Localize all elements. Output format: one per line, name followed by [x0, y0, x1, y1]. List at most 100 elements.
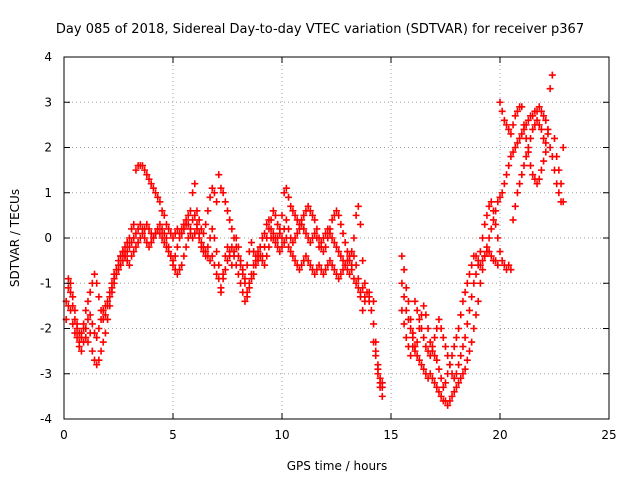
data-point-series-2 [463, 279, 471, 287]
data-point-series-2 [544, 125, 552, 133]
data-point-series-1 [147, 180, 155, 188]
data-point-series-3 [463, 320, 471, 328]
data-point-series-2 [304, 257, 312, 265]
data-point-series-3 [141, 234, 149, 242]
data-point-series-2 [247, 275, 255, 283]
data-point-series-3 [337, 252, 345, 260]
data-point-series-1 [479, 266, 487, 274]
data-point-series-3 [243, 261, 251, 269]
data-point-series-3 [285, 225, 293, 233]
data-point-series-1 [415, 356, 423, 364]
data-point-series-3 [474, 261, 482, 269]
data-point-series-1 [437, 392, 445, 400]
data-point-series-3 [365, 288, 373, 296]
tick-labels: 0 5 10 15 20 25 -4 -3 -2 -1 0 1 2 3 4 [40, 50, 617, 442]
data-point-series-3 [402, 334, 410, 342]
data-point-series-1 [311, 216, 319, 224]
data-point-series-3 [442, 343, 449, 351]
data-point-series-1 [518, 130, 526, 138]
data-point-series-3 [520, 162, 528, 170]
data-point-series-1 [511, 144, 519, 151]
data-point-series-2 [535, 175, 543, 183]
data-point-series-1 [555, 189, 563, 197]
y-tick-label: 1 [44, 186, 52, 200]
data-point-series-3 [136, 220, 144, 228]
data-point-series-1 [195, 216, 203, 224]
data-point-series-3 [234, 243, 242, 251]
data-point-series-3 [324, 225, 332, 233]
y-tick-label: 2 [44, 141, 52, 155]
data-point-series-3 [265, 216, 273, 224]
data-point-series-2 [553, 153, 561, 161]
data-point-series-3 [289, 239, 297, 247]
data-point-series-3 [130, 234, 138, 242]
data-point-series-3 [252, 257, 260, 265]
data-point-series-2 [250, 270, 258, 278]
data-point-series-2 [237, 279, 245, 287]
data-point-series-1 [93, 361, 101, 369]
data-point-series-1 [468, 338, 476, 346]
data-point-series-1 [494, 198, 502, 206]
data-point-series-3 [415, 315, 423, 323]
data-point-series-2 [465, 270, 473, 278]
data-point-series-2 [328, 261, 336, 269]
data-point-series-2 [265, 243, 273, 251]
data-point-series-3 [176, 234, 184, 242]
data-point-series-3 [542, 148, 550, 156]
data-point-series-2 [398, 279, 406, 287]
data-point-series-2 [424, 325, 432, 332]
data-point-series-1 [485, 234, 493, 242]
data-point-series-3 [479, 234, 487, 242]
data-point-series-3 [476, 248, 484, 256]
data-point-series-3 [112, 270, 120, 278]
data-point-series-1 [431, 379, 439, 387]
data-point-series-1 [152, 189, 160, 197]
data-point-series-3 [160, 239, 168, 247]
axis-ticks [63, 56, 610, 420]
data-point-series-3 [422, 343, 430, 351]
data-point-series-2 [559, 144, 567, 151]
data-point-series-2 [461, 288, 469, 296]
data-point-series-1 [546, 144, 554, 151]
y-tick-label: 4 [44, 50, 52, 64]
data-point-series-2 [370, 297, 378, 305]
data-point-series-1 [226, 216, 234, 224]
data-point-series-3 [99, 315, 107, 323]
data-point-series-2 [245, 284, 253, 292]
data-point-series-3 [446, 361, 454, 369]
data-point-series-3 [276, 229, 284, 237]
data-point-series-3 [97, 306, 105, 314]
data-points [62, 71, 567, 409]
data-point-series-3 [507, 266, 515, 274]
data-point-series-2 [311, 270, 319, 278]
data-point-series-2 [542, 139, 550, 147]
data-point-series-1 [67, 288, 75, 296]
y-tick-label: 0 [44, 231, 52, 245]
data-point-series-1 [228, 225, 236, 233]
data-point-series-1 [82, 334, 90, 342]
data-point-series-1 [457, 374, 465, 382]
data-point-series-2 [505, 125, 513, 133]
data-point-series-2 [487, 252, 495, 260]
data-point-series-3 [178, 225, 186, 233]
data-point-series-1 [149, 184, 157, 192]
x-tick-label: 15 [383, 428, 398, 442]
data-point-series-1 [306, 207, 314, 215]
data-point-series-2 [173, 270, 181, 278]
data-point-series-2 [494, 261, 502, 269]
data-point-series-3 [509, 216, 517, 224]
data-point-series-3 [119, 257, 127, 265]
data-point-series-3 [461, 334, 469, 342]
data-point-series-1 [208, 184, 216, 192]
data-point-series-1 [461, 365, 469, 373]
data-point-series-3 [84, 297, 92, 305]
data-point-series-1 [498, 189, 506, 197]
data-point-series-2 [409, 334, 417, 342]
data-point-series-3 [224, 243, 231, 251]
data-point-series-1 [537, 107, 545, 115]
data-point-series-3 [80, 338, 88, 346]
data-point-series-1 [513, 139, 521, 147]
data-point-series-3 [505, 261, 513, 269]
data-point-series-2 [224, 257, 231, 265]
data-point-series-3 [230, 248, 238, 256]
